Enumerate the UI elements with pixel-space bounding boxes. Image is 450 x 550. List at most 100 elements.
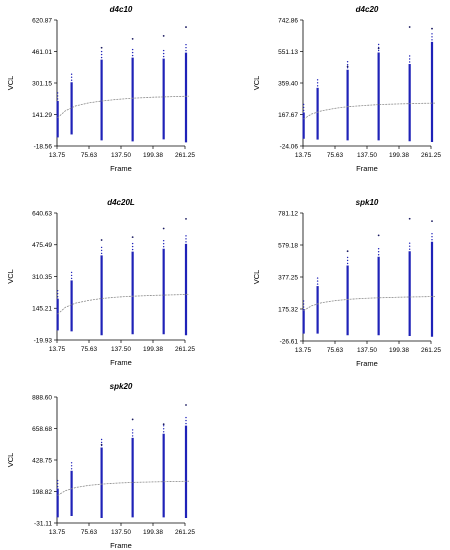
x-tick-label: 75.63 [81, 152, 98, 159]
trend-curve [57, 95, 190, 118]
y-tick-label: 167.67 [278, 112, 298, 119]
outlier-point [377, 234, 380, 237]
trend-curve [303, 102, 436, 120]
data-point [302, 303, 305, 305]
data-point [70, 79, 73, 81]
chart-title: d4c20L [107, 198, 135, 207]
data-point [100, 50, 103, 53]
data-point [162, 245, 165, 248]
data-point [131, 242, 134, 245]
data-point [70, 468, 73, 470]
data-point [131, 48, 134, 51]
x-tick-label: 13.75 [49, 152, 66, 159]
data-point [346, 67, 349, 69]
data-point [56, 482, 59, 485]
x-tick-label: 199.38 [143, 346, 163, 353]
x-tick-label: 137.50 [111, 152, 131, 159]
x-tick-label: 137.50 [357, 152, 377, 159]
y-tick-label: 301.15 [32, 80, 52, 87]
outlier-point [162, 35, 165, 37]
data-point [302, 106, 305, 109]
data-point [100, 53, 103, 56]
outlier-point [431, 27, 433, 30]
data-point [377, 49, 380, 52]
y-tick-label: 141.29 [32, 112, 52, 119]
x-tick-label: 199.38 [389, 152, 409, 159]
data-point [185, 422, 187, 425]
data-point [56, 92, 59, 94]
outlier-point [162, 423, 165, 426]
data-point [185, 238, 187, 240]
data-point [185, 235, 187, 237]
data-point [100, 56, 103, 59]
data-point [346, 61, 349, 63]
x-tick-label: 75.63 [327, 347, 344, 354]
data-point [70, 274, 73, 277]
data-point [185, 241, 187, 243]
y-tick-label: 377.25 [278, 274, 298, 281]
data-point [56, 295, 59, 298]
data-point [185, 46, 187, 49]
chart-title: d4c10 [110, 5, 133, 14]
outlier-point [408, 26, 411, 28]
trend-curve [57, 480, 190, 496]
data-point [316, 79, 319, 81]
data-point [408, 242, 411, 244]
data-point [431, 33, 433, 35]
data-point [431, 239, 433, 241]
x-tick-label: 137.50 [357, 347, 377, 354]
y-axis-label: VCL [6, 269, 15, 284]
data-point [70, 271, 73, 274]
outlier-point [100, 46, 103, 49]
outlier-point [185, 404, 187, 406]
y-tick-label: 475.49 [32, 242, 52, 249]
data-point [316, 85, 319, 87]
y-tick-label: 781.12 [278, 210, 298, 217]
data-point [162, 431, 165, 433]
chart-title: d4c20 [356, 5, 379, 14]
outlier-point [346, 250, 349, 253]
data-point [131, 245, 134, 248]
outlier-point [431, 220, 433, 223]
data-point [131, 248, 134, 251]
y-tick-label: -26.61 [280, 338, 299, 345]
x-tick-label: 199.38 [389, 347, 409, 354]
chart-panel-d4c20L: d4c20L -19.93 145.21 310.35 475.49 640.63 13.7… [6, 198, 195, 367]
data-point [162, 239, 165, 242]
x-axis-label: Frame [110, 164, 132, 173]
data-point [56, 289, 59, 292]
y-tick-label: -18.56 [34, 143, 53, 150]
data-point [377, 251, 380, 253]
y-tick-label: -24.06 [280, 143, 299, 150]
data-point [408, 248, 411, 250]
y-tick-label: 359.40 [278, 80, 298, 87]
data-point [56, 98, 59, 100]
chart-title: spk20 [110, 382, 133, 391]
outlier-point [131, 418, 134, 421]
y-tick-label: 640.63 [32, 210, 52, 217]
data-point [56, 485, 59, 488]
x-tick-label: 261.25 [175, 529, 195, 536]
data-point [316, 277, 319, 279]
data-point [162, 425, 165, 427]
y-tick-label: 175.32 [278, 306, 298, 313]
y-tick-label: 620.87 [32, 17, 52, 24]
data-point [56, 292, 59, 295]
x-tick-label: 13.75 [295, 152, 312, 159]
data-point [302, 109, 305, 112]
trend-curve [57, 294, 190, 315]
data-point [70, 465, 73, 467]
data-point [185, 49, 187, 52]
data-point [316, 283, 319, 285]
data-point [162, 428, 165, 430]
data-point [100, 252, 103, 255]
data-point [408, 61, 411, 63]
data-point [70, 73, 73, 75]
outlier-point [346, 65, 349, 68]
data-point [131, 429, 134, 431]
x-tick-label: 75.63 [327, 152, 344, 159]
y-tick-label: 198.82 [32, 489, 52, 496]
y-axis-label: VCL [6, 76, 15, 91]
data-point [431, 36, 433, 38]
